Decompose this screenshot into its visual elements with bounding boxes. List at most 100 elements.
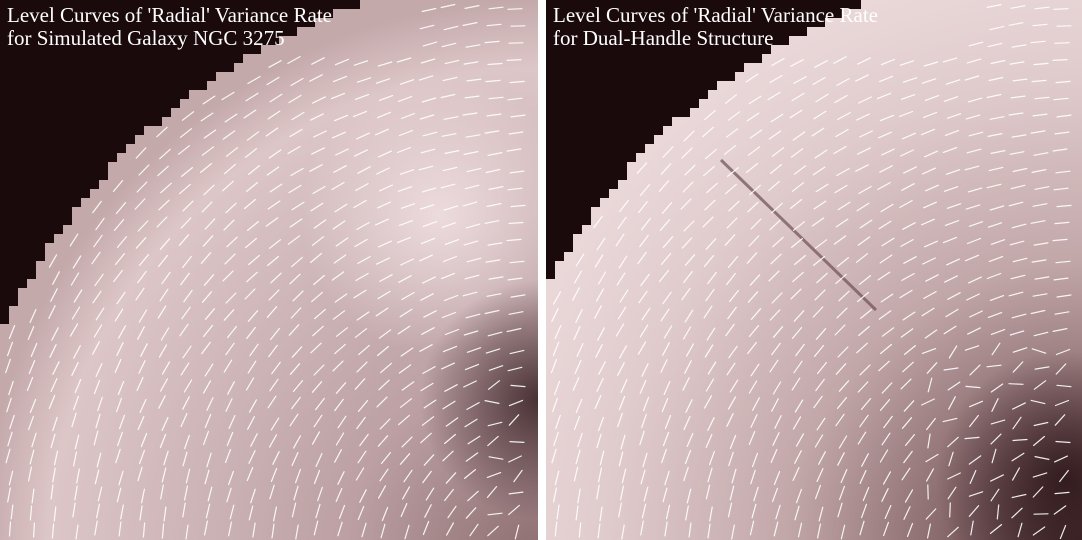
tick-mark — [1032, 526, 1046, 536]
tick-mark — [1012, 257, 1028, 263]
tick-mark — [335, 432, 345, 446]
tick-mark — [114, 308, 124, 322]
tick-mark — [377, 201, 391, 209]
tick-mark — [816, 417, 826, 431]
tick-mark — [291, 346, 303, 358]
tick-mark — [573, 466, 579, 482]
tick-mark — [355, 183, 369, 191]
tick-mark — [815, 183, 829, 193]
tick-mark — [228, 470, 234, 486]
tick-mark — [422, 520, 430, 536]
tick-mark — [400, 258, 414, 266]
tick-mark — [485, 259, 501, 263]
tick-mark — [989, 523, 1003, 535]
tick-mark — [986, 3, 1002, 9]
tick-mark — [772, 236, 784, 248]
tick-mark — [204, 308, 216, 320]
tick-mark — [925, 508, 937, 520]
tick-mark — [182, 396, 190, 410]
tick-mark — [398, 220, 414, 226]
tick-mark — [32, 522, 36, 538]
tick-mark — [95, 413, 101, 429]
tick-mark — [358, 344, 370, 356]
tick-mark — [551, 448, 557, 464]
tick-mark — [834, 94, 848, 104]
tick-mark — [702, 216, 714, 228]
tick-mark — [290, 167, 304, 177]
tick-mark — [619, 199, 629, 213]
tick-mark — [185, 468, 191, 484]
tick-mark — [729, 379, 739, 393]
tick-mark — [1030, 220, 1046, 224]
tick-mark — [246, 182, 258, 192]
tick-mark — [94, 273, 104, 287]
tick-mark — [986, 93, 1002, 99]
tick-mark — [575, 505, 579, 521]
tick-mark — [621, 468, 627, 484]
tick-mark — [753, 486, 759, 502]
tick-mark — [1033, 331, 1049, 337]
tick-mark — [203, 274, 215, 286]
tick-mark — [75, 524, 79, 540]
tick-mark — [943, 367, 959, 371]
tick-mark — [814, 60, 828, 68]
tick-mark — [381, 506, 389, 522]
tick-mark — [660, 308, 670, 322]
tick-mark — [52, 361, 60, 375]
tick-mark — [596, 433, 602, 449]
tick-mark — [70, 272, 80, 286]
tick-mark — [464, 418, 478, 428]
tick-mark — [987, 222, 1003, 228]
tick-mark — [377, 61, 393, 67]
tick-mark — [313, 219, 327, 229]
tick-mark — [404, 524, 410, 540]
tick-mark — [8, 380, 14, 396]
tick-mark — [267, 395, 277, 409]
tick-mark — [178, 234, 190, 246]
tick-mark — [771, 398, 779, 412]
tick-mark — [288, 94, 302, 104]
tick-mark — [596, 484, 600, 500]
tick-mark — [226, 431, 234, 447]
tick-mark — [1011, 507, 1023, 519]
tick-mark — [681, 287, 691, 301]
left-panel-ngc3275: Level Curves of 'Radial' Variance Rate f… — [0, 0, 538, 540]
tick-mark — [95, 217, 105, 231]
tick-mark — [728, 345, 738, 359]
tick-mark — [903, 166, 917, 174]
tick-mark — [357, 450, 367, 464]
tick-mark — [771, 202, 783, 214]
tick-mark — [904, 345, 916, 355]
tick-mark — [965, 385, 981, 389]
tick-mark — [268, 289, 280, 301]
tick-mark — [464, 95, 480, 99]
tick-mark — [833, 145, 847, 155]
tick-mark — [464, 4, 480, 9]
tick-mark — [289, 273, 301, 285]
tick-mark — [835, 218, 849, 228]
tick-mark — [811, 127, 825, 137]
tick-mark — [400, 203, 416, 209]
tick-mark — [139, 449, 145, 465]
tick-mark — [444, 59, 460, 65]
tick-mark — [770, 164, 782, 174]
tick-mark — [663, 381, 671, 395]
tick-mark — [10, 504, 14, 520]
tick-mark — [248, 165, 260, 175]
tick-mark — [375, 128, 389, 136]
tick-mark — [401, 381, 415, 391]
tick-mark — [707, 271, 717, 285]
tick-mark — [683, 130, 695, 142]
tick-mark — [227, 325, 237, 339]
tick-mark — [813, 395, 823, 409]
tick-mark — [508, 311, 524, 315]
tick-mark — [137, 270, 147, 284]
tick-mark — [617, 306, 627, 320]
tick-mark — [727, 111, 741, 121]
tick-mark — [1054, 221, 1070, 225]
panel-divider — [538, 0, 546, 540]
tick-mark — [288, 184, 302, 194]
tick-mark — [26, 376, 34, 392]
tick-mark — [72, 451, 78, 467]
tick-mark — [858, 325, 870, 337]
